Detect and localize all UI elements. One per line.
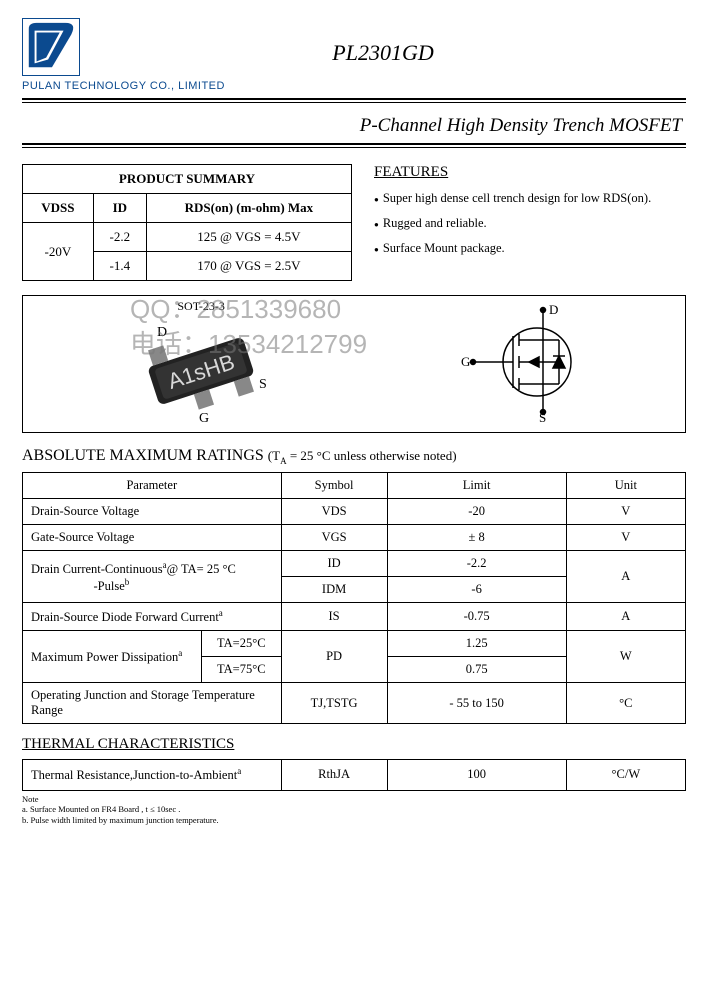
mosfet-symbol: D S G: [369, 302, 675, 426]
divider: [22, 143, 686, 145]
feature-item: Surface Mount package.: [374, 241, 686, 256]
summary-header: PRODUCT SUMMARY: [23, 165, 352, 194]
pin-g: G: [199, 411, 209, 426]
footnotes: Note a. Surface Mounted on FR4 Board , t…: [22, 794, 686, 826]
table-cell: 1.25: [387, 631, 566, 657]
table-cell: - 55 to 150: [387, 683, 566, 724]
table-cell: °C/W: [566, 760, 685, 790]
table-cell: Drain-Source Diode Forward Currenta: [23, 603, 282, 631]
table-cell: Thermal Resistance,Junction-to-Ambienta: [23, 760, 282, 790]
table-cell: A: [566, 603, 685, 631]
table-cell: IS: [281, 603, 387, 631]
company-name: PULAN TECHNOLOGY CO., LIMITED: [22, 80, 686, 92]
cell-rds: 125 @ VGS = 4.5V: [146, 223, 351, 252]
table-cell: -2.2: [387, 551, 566, 577]
table-cell: ID: [281, 551, 387, 577]
cell-rds: 170 @ VGS = 2.5V: [146, 252, 351, 281]
cell-vdss: -20V: [23, 223, 94, 281]
cell-id: -2.2: [93, 223, 146, 252]
svg-text:S: S: [539, 410, 546, 422]
part-number: PL2301GD: [80, 18, 686, 66]
feature-item: Rugged and reliable.: [374, 216, 686, 231]
table-cell: Gate-Source Voltage: [23, 525, 282, 551]
thermal-table: Thermal Resistance,Junction-to-Ambienta …: [22, 759, 686, 790]
page-title: P-Channel High Density Trench MOSFET: [22, 115, 682, 137]
note-head: Note: [22, 794, 686, 805]
table-cell: 0.75: [387, 657, 566, 683]
sot23-icon: A1sHB D S G: [111, 316, 291, 426]
package-diagram-box: SOT-23-3 A1sHB D S G D: [22, 295, 686, 433]
pin-d: D: [157, 325, 167, 340]
mosfet-symbol-icon: D S G: [447, 302, 597, 422]
ratings-table: Parameter Symbol Limit Unit Drain-Source…: [22, 472, 686, 724]
table-cell: -0.75: [387, 603, 566, 631]
feature-item: Super high dense cell trench design for …: [374, 191, 686, 206]
table-cell: ± 8: [387, 525, 566, 551]
table-cell: Drain-Source Voltage: [23, 499, 282, 525]
divider: [22, 98, 686, 100]
col-unit: Unit: [566, 473, 685, 499]
table-cell: A: [566, 551, 685, 603]
table-cell: 100: [387, 760, 566, 790]
note-a: a. Surface Mounted on FR4 Board , t ≤ 10…: [22, 804, 686, 815]
table-cell: IDM: [281, 577, 387, 603]
table-cell: -20: [387, 499, 566, 525]
table-cell: V: [566, 499, 685, 525]
table-cell: PD: [281, 631, 387, 683]
table-cell: °C: [566, 683, 685, 724]
package-drawing: SOT-23-3 A1sHB D S G: [33, 299, 369, 430]
col-limit: Limit: [387, 473, 566, 499]
col-param: Parameter: [23, 473, 282, 499]
thermal-title: THERMAL CHARACTERISTICS: [22, 736, 686, 753]
logo-block: [22, 18, 80, 76]
col-vdss: VDSS: [23, 194, 94, 223]
header: PL2301GD: [22, 18, 686, 76]
table-cell: Maximum Power Dissipationa: [23, 631, 202, 683]
table-cell: Drain Current-Continuousa@ TA= 25 °C -Pu…: [23, 551, 282, 603]
cell-id: -1.4: [93, 252, 146, 281]
table-cell: TJ,TSTG: [281, 683, 387, 724]
ratings-title: ABSOLUTE MAXIMUM RATINGS (TA = 25 °C unl…: [22, 447, 686, 466]
divider: [22, 147, 686, 148]
table-cell: VGS: [281, 525, 387, 551]
summary-features-row: PRODUCT SUMMARY VDSS ID RDS(on) (m-ohm) …: [22, 164, 686, 281]
table-cell: VDS: [281, 499, 387, 525]
col-id: ID: [93, 194, 146, 223]
divider: [22, 102, 686, 103]
table-cell: RthJA: [281, 760, 387, 790]
table-cell: -6: [387, 577, 566, 603]
features-title: FEATURES: [374, 164, 686, 181]
svg-text:G: G: [461, 354, 470, 369]
note-b: b. Pulse width limited by maximum juncti…: [22, 815, 686, 826]
table-cell: Operating Junction and Storage Temperatu…: [23, 683, 282, 724]
pin-s: S: [259, 377, 267, 392]
table-cell: TA=75°C: [202, 657, 282, 683]
product-summary-table: PRODUCT SUMMARY VDSS ID RDS(on) (m-ohm) …: [22, 164, 352, 281]
col-rds: RDS(on) (m-ohm) Max: [146, 194, 351, 223]
logo-icon: [22, 18, 80, 76]
svg-text:D: D: [549, 302, 558, 317]
features-block: FEATURES Super high dense cell trench de…: [374, 164, 686, 281]
col-symbol: Symbol: [281, 473, 387, 499]
table-cell: V: [566, 525, 685, 551]
package-label: SOT-23-3: [33, 299, 369, 314]
table-cell: W: [566, 631, 685, 683]
table-cell: TA=25°C: [202, 631, 282, 657]
